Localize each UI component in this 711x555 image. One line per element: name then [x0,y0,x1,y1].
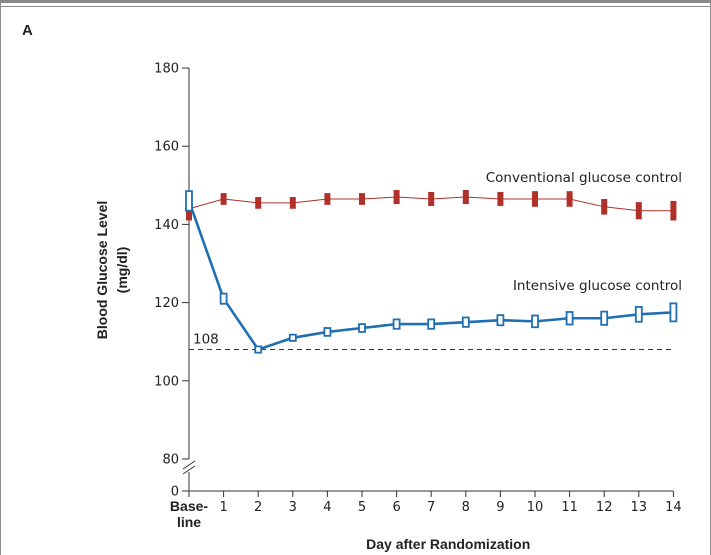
data-point [497,191,504,207]
data-point [289,197,296,209]
x-tick-label: 13 [631,500,648,515]
x-tick-label: 7 [427,500,435,515]
panel-label: A [22,22,33,39]
x-tick-label: 3 [289,500,297,515]
data-point [358,323,366,333]
axis-break-mark [182,460,196,470]
x-tick-label: 11 [561,500,578,515]
y-axis-unit: (mg/dl) [114,247,130,294]
data-point [220,193,227,205]
data-point [669,302,678,323]
y-tick-label: 180 [154,62,179,77]
y-tick-label: 80 [162,453,179,468]
data-point [531,314,539,329]
x-tick-label: 5 [358,500,366,515]
data-point [393,189,400,205]
data-point [634,306,643,323]
data-point [462,189,469,205]
data-point [324,193,331,205]
data-point [496,314,505,327]
y-tick-label: 160 [154,140,179,155]
data-point [359,193,365,205]
data-point [185,190,193,212]
data-point [288,333,297,342]
y-tick-label: 140 [154,218,179,233]
data-point [566,191,573,207]
y-tick-label: 120 [154,296,179,311]
data-point [635,202,642,220]
y-tick-label: 0 [171,485,179,500]
data-point [392,318,401,330]
x-tick-label: 1 [219,500,227,515]
y-axis-title: Blood Glucose Level [94,201,110,339]
data-point [565,311,574,326]
data-point [670,200,677,221]
data-point [601,198,608,215]
frame-rule [1,6,710,7]
x-axis-title: Day after Randomization [366,536,530,552]
x-tick-label: Base- [170,498,208,514]
x-tick-label: 8 [462,500,470,515]
x-tick-label: 4 [323,500,331,515]
axis-break-mark [182,465,196,475]
data-point [461,316,470,328]
data-point [255,197,262,209]
data-point [254,345,263,354]
x-tick-label: 6 [392,500,400,515]
x-tick-label: line [177,514,201,530]
y-tick-label: 100 [154,374,179,389]
x-tick-label: 9 [496,500,504,515]
data-point [427,318,436,330]
data-point [600,310,609,326]
series-label: Intensive glucose control [513,278,682,294]
x-tick-label: 14 [665,500,682,515]
data-point [323,327,332,337]
data-point [219,292,228,305]
x-tick-label: 10 [527,500,544,515]
x-tick-label: 2 [254,500,262,515]
reference-line-label: 108 [193,332,219,348]
data-point [428,191,435,207]
x-tick-label: 12 [596,500,613,515]
series-label: Conventional glucose control [486,170,682,186]
data-point [532,191,538,207]
